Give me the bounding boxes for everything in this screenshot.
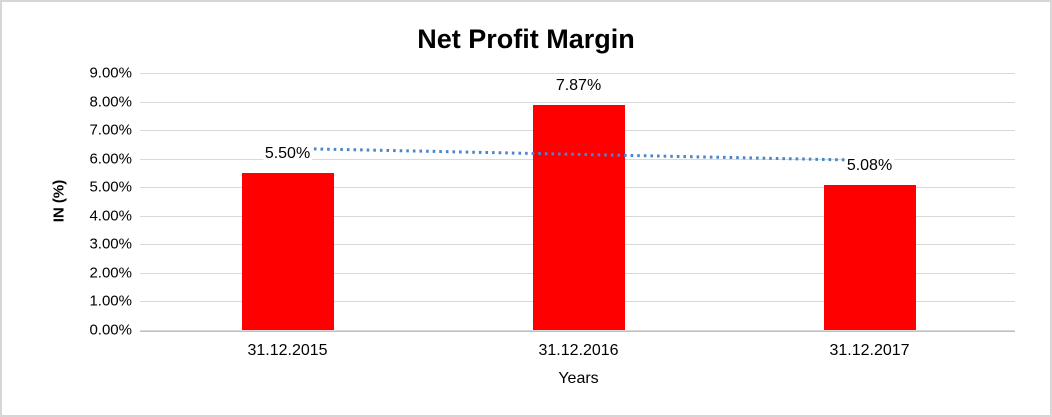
bar [823, 184, 916, 330]
bar-value-label: 5.08% [844, 155, 895, 175]
bar-value-label: 7.87% [553, 76, 604, 96]
bar [241, 172, 334, 330]
x-axis-line [140, 331, 1015, 332]
x-tick-label: 31.12.2017 [829, 342, 910, 359]
y-tick-label: 0.00% [89, 321, 132, 339]
y-tick-label: 4.00% [89, 207, 132, 225]
gridline [140, 73, 1015, 74]
y-tick-label: 3.00% [89, 235, 132, 253]
y-tick-label: 6.00% [89, 150, 132, 168]
y-tick-label: 7.00% [89, 121, 132, 139]
x-tick-label: 31.12.2015 [247, 342, 328, 359]
y-tick-label: 8.00% [89, 93, 132, 111]
gridline [140, 101, 1015, 103]
y-tick-label: 2.00% [89, 264, 132, 282]
bar-value-label: 5.50% [262, 143, 313, 163]
y-tick-label: 9.00% [89, 64, 132, 82]
x-tick-label: 31.12.2016 [538, 342, 619, 359]
chart-title: Net Profit Margin [417, 24, 635, 54]
bar [532, 105, 625, 330]
y-tick-label: 5.00% [89, 178, 132, 196]
x-axis-title: Years [558, 370, 599, 387]
y-tick-label: 1.00% [89, 292, 132, 310]
gridline [140, 330, 1015, 331]
